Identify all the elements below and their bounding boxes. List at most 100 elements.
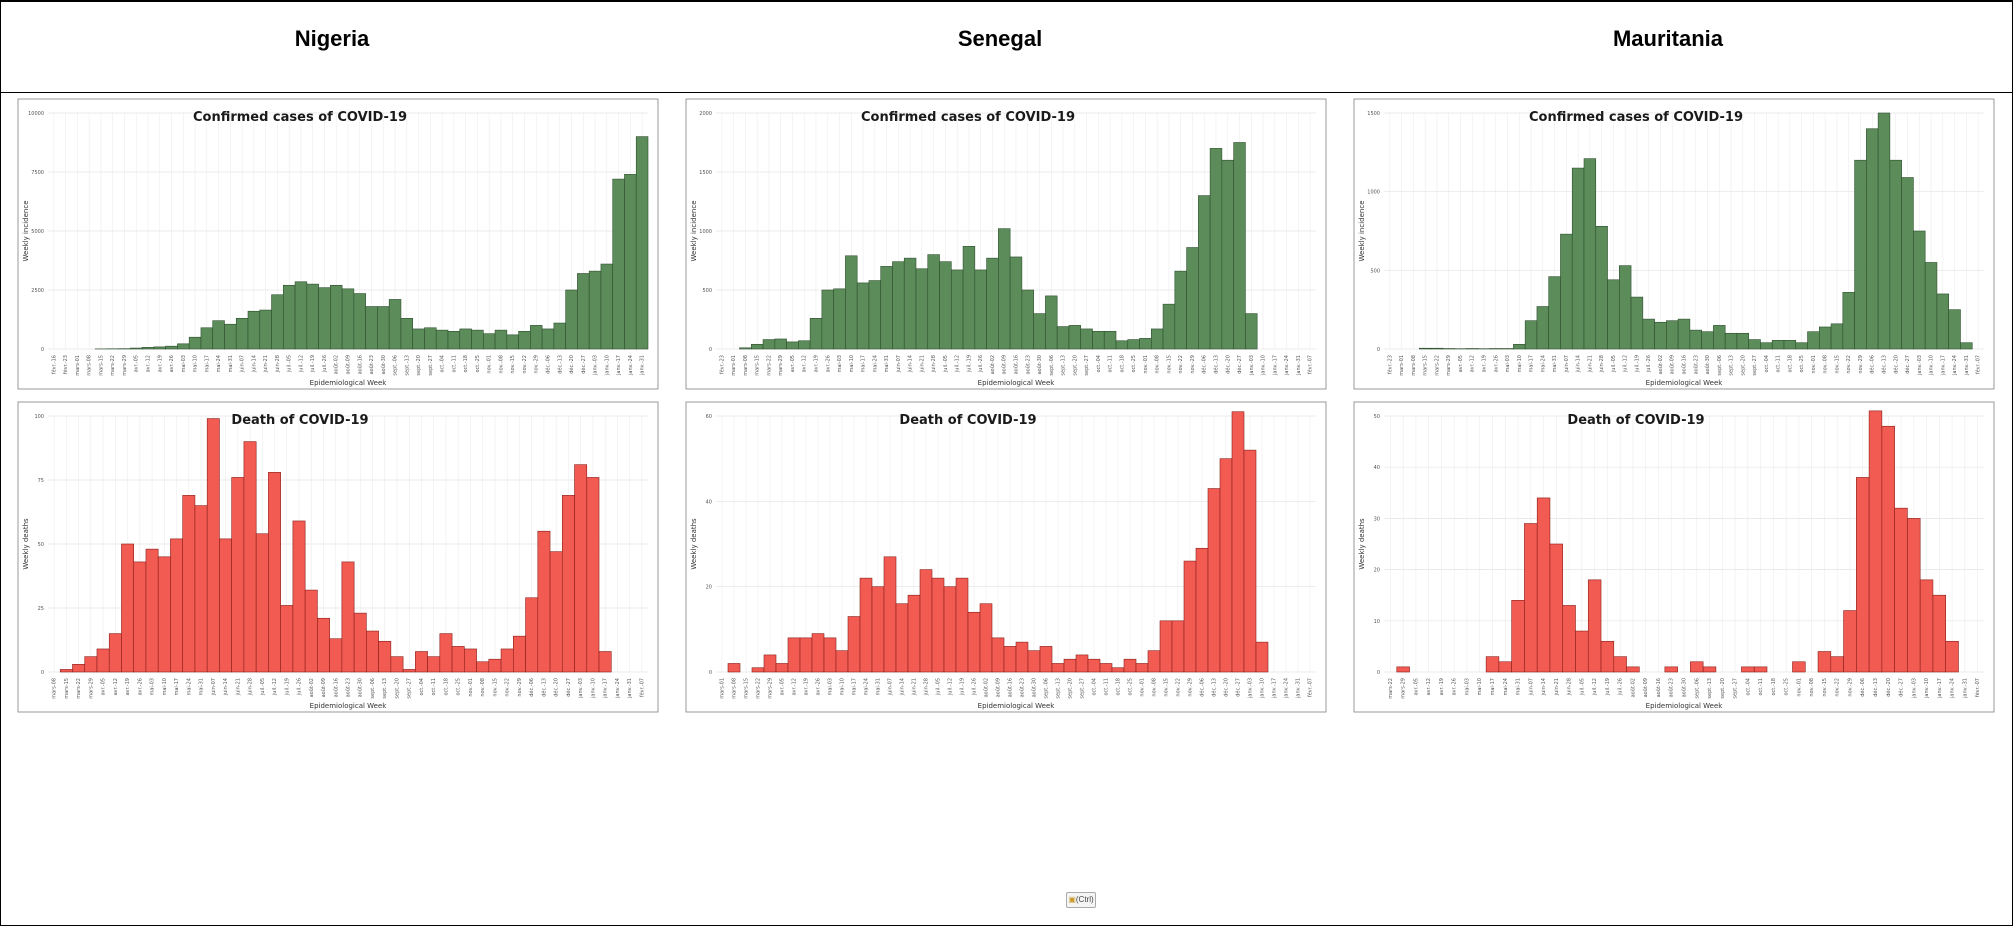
bar	[219, 538, 232, 673]
x-tick-label: nov.-22	[1846, 355, 1852, 374]
x-tick-label: déc.-06	[528, 678, 535, 697]
x-tick-label: oct.-11	[1108, 355, 1114, 373]
x-tick-label: août-16	[1013, 355, 1020, 374]
x-tick-label: nov.-29	[517, 678, 523, 697]
x-tick-label: août-09	[320, 678, 327, 697]
bar	[121, 543, 135, 673]
bar	[194, 505, 208, 673]
x-tick-label: sept.-13	[1729, 355, 1735, 376]
bar	[282, 284, 296, 350]
x-tick-label: nov.-15	[1822, 678, 1828, 697]
bar	[464, 648, 477, 673]
x-tick-label: août-16	[1007, 678, 1014, 697]
x-tick-label: mai-31	[228, 355, 234, 373]
x-tick-label: nov.-08	[1152, 678, 1158, 697]
x-tick-label: nov.-01	[1140, 678, 1146, 697]
x-tick-label: sept.-20	[1072, 355, 1078, 376]
x-tick-label: août-16	[1655, 678, 1662, 697]
x-tick-label: nov.-01	[468, 678, 474, 697]
x-tick-label: nov.-15	[510, 355, 516, 374]
x-tick-label: juin-28	[275, 355, 281, 373]
bar	[476, 661, 490, 673]
x-tick-label: avr.-26	[169, 355, 175, 372]
bar	[482, 333, 496, 350]
x-tick-label: mars-15	[744, 678, 750, 699]
x-tick-label: janv.-31	[1964, 355, 1970, 376]
x-tick-label: mai-17	[1529, 355, 1535, 373]
x-tick-label: janv.-03	[1917, 355, 1923, 376]
x-tick-label: sept.-13	[382, 678, 388, 699]
bar	[317, 617, 330, 673]
bar	[1626, 666, 1640, 673]
bar	[1396, 666, 1410, 673]
bar	[330, 284, 343, 350]
x-tick-label: sept.-13	[404, 355, 410, 376]
bar	[892, 261, 905, 350]
bar	[1868, 410, 1883, 673]
bar	[390, 656, 404, 673]
bar	[1033, 313, 1046, 350]
bar	[833, 288, 846, 350]
x-tick-label: oct.-04	[1096, 355, 1102, 373]
bar	[188, 336, 202, 350]
x-tick-label: oct.-04	[1092, 678, 1098, 696]
x-tick-label: mai-17	[852, 678, 858, 696]
bar	[537, 530, 551, 673]
bar	[974, 269, 987, 350]
x-tick-label: sept.-20	[1068, 678, 1074, 699]
x-axis-label: Epidemiological Week	[978, 379, 1056, 387]
x-tick-label: mai-17	[861, 355, 867, 373]
x-tick-label: janv.-31	[640, 355, 646, 376]
y-tick-label: 0	[41, 670, 44, 676]
x-tick-label: mai-03	[1464, 678, 1470, 696]
x-tick-label: nov.-29	[1858, 355, 1864, 374]
y-tick-label: 2500	[31, 288, 44, 294]
bar	[400, 318, 414, 350]
bar	[165, 345, 178, 350]
y-tick-label: 2000	[699, 111, 712, 117]
x-tick-label: févr.-23	[62, 355, 69, 374]
bar	[1162, 303, 1176, 350]
bar	[451, 646, 465, 673]
x-tick-label: sept.-06	[1044, 678, 1050, 699]
x-tick-label: janv.-03	[1911, 678, 1917, 699]
x-tick-label: nov.-29	[1188, 678, 1194, 697]
x-tick-label: févr.-07	[638, 678, 645, 697]
x-tick-label: janv.-10	[1924, 678, 1930, 699]
y-tick-label: 0	[709, 670, 712, 676]
x-tick-label: août-09	[1669, 355, 1676, 374]
bar	[967, 611, 981, 673]
bar	[427, 656, 441, 673]
bar	[1075, 654, 1089, 673]
bar	[1753, 666, 1768, 673]
x-tick-label: août-16	[356, 355, 363, 374]
bar	[1063, 658, 1077, 673]
bar	[1221, 159, 1234, 350]
x-tick-label: sept.-06	[370, 678, 376, 699]
bar	[915, 268, 929, 350]
x-tick-label: avr.-19	[1439, 678, 1445, 695]
x-tick-label: oct.-04	[1764, 355, 1770, 373]
bar	[153, 346, 166, 350]
bar	[304, 589, 318, 673]
x-tick-label: mars-29	[768, 678, 774, 699]
x-tick-label: sept.-06	[1717, 355, 1723, 376]
bar	[895, 603, 909, 673]
x-tick-label: août-02	[1657, 355, 1664, 374]
bar	[1051, 663, 1065, 673]
x-tick-label: mai-24	[186, 678, 192, 696]
x-tick-label: juin-28	[1567, 678, 1573, 696]
bar	[1195, 547, 1209, 673]
paste-options-button[interactable]: ▣(Ctrl)	[1066, 892, 1096, 908]
bar	[1524, 523, 1538, 673]
x-tick-label: janv.-31	[627, 678, 633, 699]
bar	[1159, 620, 1173, 673]
bar	[1702, 666, 1717, 673]
y-tick-label: 500	[1370, 268, 1380, 274]
x-tick-label: oct.-18	[1787, 355, 1793, 373]
x-tick-label: nov.-22	[1178, 355, 1184, 374]
x-tick-label: oct.-25	[1128, 678, 1134, 696]
x-tick-label: mars-15	[98, 355, 104, 376]
bar	[998, 228, 1011, 350]
bar	[96, 648, 110, 673]
